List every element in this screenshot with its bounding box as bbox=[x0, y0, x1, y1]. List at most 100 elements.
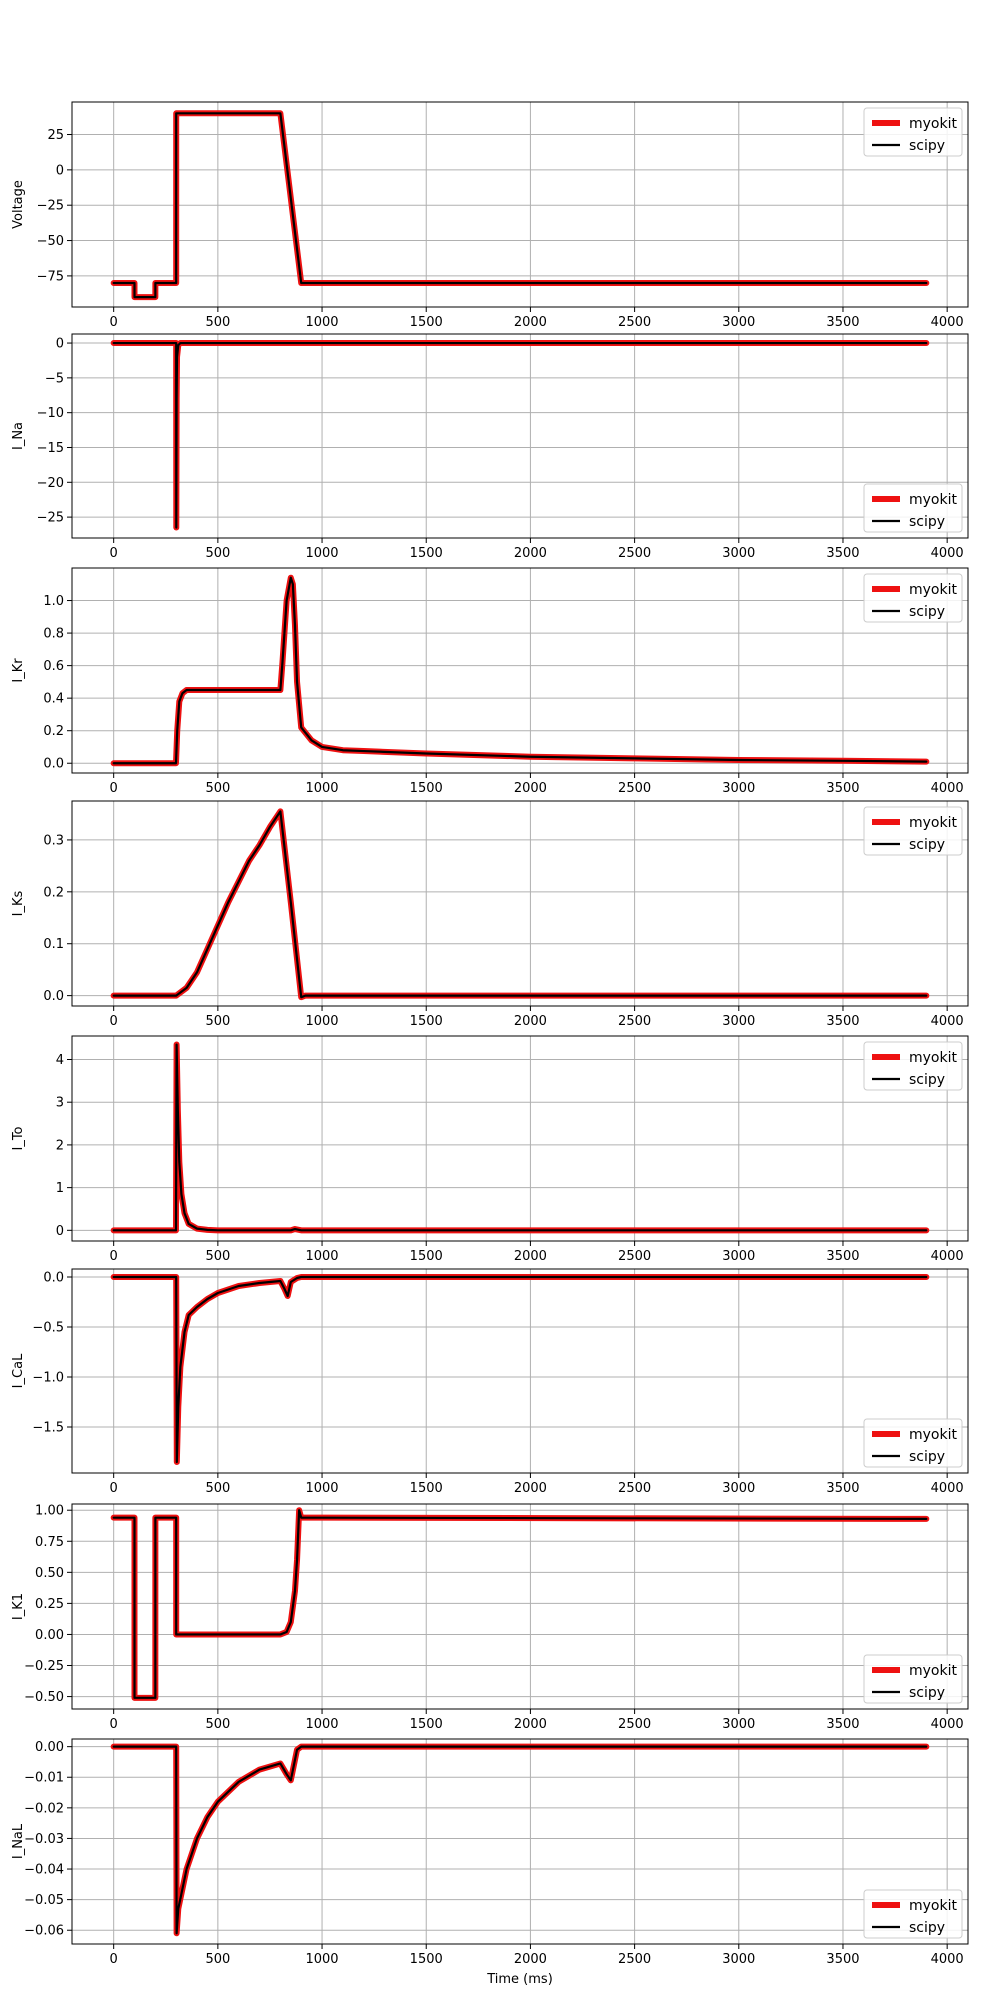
x-tick-label: 2000 bbox=[514, 1249, 547, 1264]
y-axis-label: I_Ks bbox=[11, 890, 26, 916]
x-tick-label: 4000 bbox=[931, 781, 964, 796]
x-tick-label: 1500 bbox=[410, 315, 443, 330]
x-tick-label: 3000 bbox=[722, 1249, 755, 1264]
y-tick-label: 0.25 bbox=[35, 1597, 64, 1612]
x-tick-label: 0 bbox=[110, 1014, 118, 1029]
legend-entry-myokit: myokit bbox=[909, 1898, 957, 1914]
series-line-myokit bbox=[110, 1743, 930, 1937]
y-tick-label: −0.06 bbox=[24, 1924, 64, 1939]
y-tick-label: 0.8 bbox=[43, 627, 64, 642]
x-tick-label: 3500 bbox=[826, 315, 859, 330]
legend-entry-myokit: myokit bbox=[909, 1663, 957, 1679]
x-tick-label: 0 bbox=[110, 546, 118, 561]
y-tick-label: −5 bbox=[45, 371, 64, 386]
axes-frame bbox=[71, 1503, 969, 1710]
y-axis-label: I_To bbox=[11, 1126, 26, 1150]
series-line-scipy bbox=[112, 1509, 928, 1699]
x-tick-label: 4000 bbox=[931, 1014, 964, 1029]
x-tick-label: 4000 bbox=[931, 1717, 964, 1732]
x-tick-label: 3000 bbox=[722, 1014, 755, 1029]
x-tick-label: 0 bbox=[110, 1249, 118, 1264]
x-tick-label: 2000 bbox=[514, 781, 547, 796]
x-tick-label: 3000 bbox=[722, 546, 755, 561]
series-line-myokit bbox=[110, 574, 930, 767]
x-tick-label: 1000 bbox=[305, 546, 338, 561]
x-tick-label: 3500 bbox=[826, 1481, 859, 1496]
y-tick-label: −0.03 bbox=[24, 1832, 64, 1847]
x-tick-label: 2500 bbox=[618, 315, 651, 330]
series-line-scipy bbox=[112, 810, 928, 999]
y-tick-label: 0.0 bbox=[43, 757, 64, 772]
x-tick-label: 500 bbox=[205, 1717, 230, 1732]
axes-frame bbox=[71, 1035, 969, 1242]
x-tick-label: 1500 bbox=[410, 1249, 443, 1264]
series-line-scipy bbox=[112, 1745, 928, 1935]
x-tick-label: 3500 bbox=[826, 546, 859, 561]
subplot-1: 0 500 1000 1500 2000 2500 3000 3500 4000 −75 −50 −2… bbox=[11, 101, 969, 330]
x-tick-label: 1500 bbox=[410, 1952, 443, 1967]
x-tick-label: 1500 bbox=[410, 1481, 443, 1496]
legend-entry-myokit: myokit bbox=[909, 492, 957, 508]
x-tick-label: 1000 bbox=[305, 1249, 338, 1264]
legend-entry-scipy: scipy bbox=[909, 1920, 945, 1936]
y-tick-label: 2 bbox=[56, 1138, 64, 1153]
legend-entry-scipy: scipy bbox=[909, 1449, 945, 1465]
x-tick-label: 1000 bbox=[305, 1014, 338, 1029]
y-tick-label: −25 bbox=[37, 511, 64, 526]
x-axis-label: Time (ms) bbox=[486, 1972, 553, 1987]
x-tick-label: 3500 bbox=[826, 1249, 859, 1264]
x-tick-label: 3000 bbox=[722, 315, 755, 330]
y-tick-label: −0.5 bbox=[32, 1321, 64, 1336]
x-tick-label: 3500 bbox=[826, 1952, 859, 1967]
x-tick-label: 2500 bbox=[618, 1481, 651, 1496]
x-tick-label: 500 bbox=[205, 1249, 230, 1264]
legend: myokit scipy bbox=[863, 573, 963, 623]
y-axis-label: I_Na bbox=[11, 422, 26, 450]
legend-entry-myokit: myokit bbox=[909, 1050, 957, 1066]
y-tick-label: 0.0 bbox=[43, 989, 64, 1004]
axes-frame bbox=[71, 567, 969, 774]
x-tick-label: 500 bbox=[205, 1014, 230, 1029]
x-tick-label: 2000 bbox=[514, 315, 547, 330]
y-tick-label: 0.2 bbox=[43, 724, 64, 739]
series-line-scipy bbox=[112, 1043, 928, 1232]
legend-entry-myokit: myokit bbox=[909, 582, 957, 598]
x-tick-label: 3500 bbox=[826, 1717, 859, 1732]
y-axis-label: I_NaL bbox=[11, 1823, 26, 1859]
y-tick-label: 1.0 bbox=[43, 594, 64, 609]
x-tick-label: 4000 bbox=[931, 1952, 964, 1967]
subplot-2: 0 500 1000 1500 2000 2500 3000 3500 4000 −25 −20 −1… bbox=[11, 333, 969, 561]
y-tick-label: 0.0 bbox=[43, 1271, 64, 1286]
legend-entry-myokit: myokit bbox=[909, 116, 957, 132]
x-tick-label: 3500 bbox=[826, 1014, 859, 1029]
x-tick-label: 3000 bbox=[722, 1481, 755, 1496]
y-tick-label: −0.05 bbox=[24, 1893, 64, 1908]
x-tick-label: 500 bbox=[205, 546, 230, 561]
x-tick-label: 2000 bbox=[514, 1717, 547, 1732]
x-tick-label: 0 bbox=[110, 315, 118, 330]
x-tick-label: 2500 bbox=[618, 1717, 651, 1732]
subplot-6: 0 500 1000 1500 2000 2500 3000 3500 4000 −1.5 −1.0… bbox=[11, 1268, 969, 1496]
legend: myokit scipy bbox=[863, 483, 963, 533]
legend-entry-myokit: myokit bbox=[909, 815, 957, 831]
subplot-5: 0 500 1000 1500 2000 2500 3000 3500 4000 0 1 2 3 4 I_T… bbox=[11, 1035, 969, 1264]
y-tick-label: −15 bbox=[37, 441, 64, 456]
x-tick-label: 2000 bbox=[514, 1481, 547, 1496]
y-tick-label: −75 bbox=[37, 269, 64, 284]
series-line-myokit bbox=[110, 1041, 930, 1234]
series-line-myokit bbox=[110, 808, 930, 1001]
axes-frame bbox=[71, 1738, 969, 1945]
legend-entry-scipy: scipy bbox=[909, 138, 945, 154]
x-tick-label: 500 bbox=[205, 1481, 230, 1496]
subplot-3: 0 500 1000 1500 2000 2500 3000 3500 4000 0.0 0.2 0.… bbox=[11, 567, 969, 796]
y-tick-label: 3 bbox=[56, 1096, 64, 1111]
x-tick-label: 1000 bbox=[305, 1952, 338, 1967]
x-tick-label: 4000 bbox=[931, 315, 964, 330]
x-tick-label: 2000 bbox=[514, 1952, 547, 1967]
x-tick-label: 2000 bbox=[514, 546, 547, 561]
y-tick-label: 0 bbox=[56, 1224, 64, 1239]
y-tick-label: −20 bbox=[37, 476, 64, 491]
y-tick-label: 0.2 bbox=[43, 885, 64, 900]
y-tick-label: 25 bbox=[47, 128, 64, 143]
